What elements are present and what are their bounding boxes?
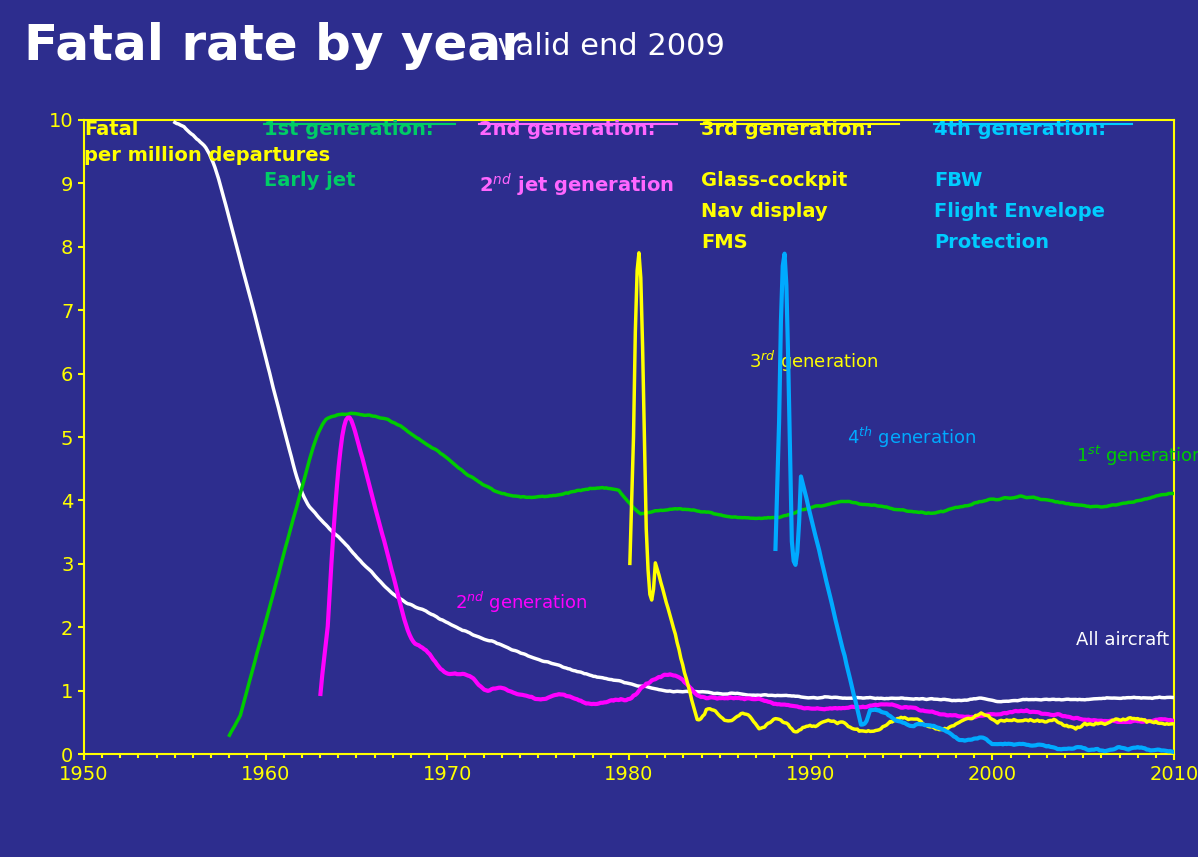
Text: 2nd generation:: 2nd generation: [479, 120, 655, 139]
Text: 3$^{rd}$ generation: 3$^{rd}$ generation [749, 348, 878, 374]
Text: 4$^{th}$ generation: 4$^{th}$ generation [847, 424, 976, 450]
Text: Flight Envelope: Flight Envelope [934, 202, 1106, 221]
Text: FMS: FMS [701, 233, 748, 252]
Text: 4th generation:: 4th generation: [934, 120, 1107, 139]
Text: Fatal: Fatal [84, 120, 138, 139]
Text: Fatal rate by year: Fatal rate by year [24, 22, 526, 70]
Text: Protection: Protection [934, 233, 1049, 252]
Text: Glass-cockpit: Glass-cockpit [701, 171, 847, 190]
Text: 3rd generation:: 3rd generation: [701, 120, 873, 139]
Text: 1st generation:: 1st generation: [264, 120, 434, 139]
Text: Nav display: Nav display [701, 202, 828, 221]
Text: per million departures: per million departures [84, 146, 329, 165]
Text: 2$^{nd}$ jet generation: 2$^{nd}$ jet generation [479, 171, 674, 199]
Text: - valid end 2009: - valid end 2009 [467, 32, 725, 61]
Text: All aircraft: All aircraft [1076, 631, 1169, 649]
Text: FBW: FBW [934, 171, 982, 190]
Text: Early jet: Early jet [264, 171, 355, 190]
Text: 2$^{nd}$ generation: 2$^{nd}$ generation [454, 590, 587, 614]
Text: 1$^{st}$ generation: 1$^{st}$ generation [1076, 444, 1198, 468]
